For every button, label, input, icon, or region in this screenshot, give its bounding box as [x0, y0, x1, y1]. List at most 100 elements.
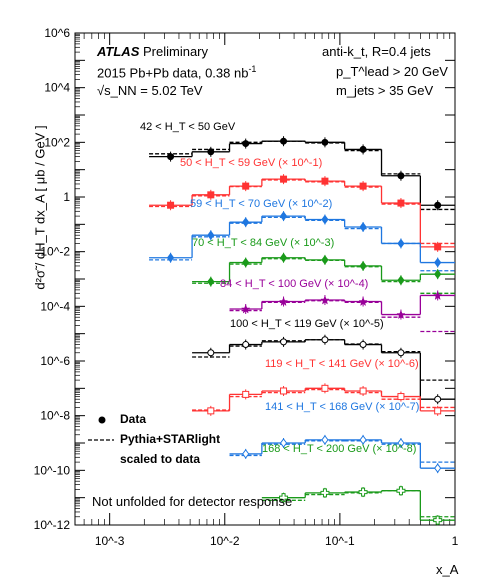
y-tick-label: 10^-12 — [34, 518, 71, 532]
data-point — [167, 201, 175, 209]
series-label: 70 < H_T < 84 GeV (× 10^-3) — [192, 237, 334, 249]
series-label: 42 < H_T < 50 GeV — [140, 121, 236, 133]
x-tick-label: 10^-3 — [95, 534, 125, 548]
jet-label: anti-k_t, R=0.4 jets — [322, 44, 431, 59]
x-axis-label: x_A — [436, 562, 459, 577]
data-point — [359, 145, 367, 153]
data-point — [321, 435, 329, 445]
data-point — [280, 387, 288, 395]
data-point — [207, 230, 215, 241]
data-point — [320, 295, 330, 305]
data-point — [358, 296, 368, 307]
data-point — [242, 182, 250, 190]
series-label: 84 < H_T < 100 GeV (× 10^-4) — [220, 278, 368, 290]
data-point — [433, 515, 443, 525]
data-point — [242, 341, 250, 349]
y-tick-label: 10^6 — [44, 26, 70, 40]
data-point — [321, 138, 329, 146]
data-point — [434, 395, 442, 403]
data-point — [433, 290, 443, 301]
mc-histogram-line — [149, 179, 455, 245]
y-axis-label: d²σ̃ / dH_T dx_A [ μb / GeV ] — [32, 125, 48, 290]
data-point — [434, 463, 442, 474]
dataset-label-block: 2015 Pb+Pb data, 0.38 nb-1 — [97, 64, 256, 80]
data-point — [321, 214, 329, 225]
legend-data-marker — [98, 416, 106, 424]
data-point — [207, 148, 215, 156]
data-point — [359, 435, 367, 445]
data-point — [242, 140, 250, 148]
data-point — [434, 201, 442, 209]
data-point — [434, 257, 442, 268]
data-point — [397, 438, 405, 448]
legend-data-label: Data — [120, 412, 147, 426]
data-point — [242, 449, 250, 459]
data-point — [242, 390, 250, 398]
data-point — [241, 304, 251, 314]
data-point — [207, 191, 215, 199]
atlas-label: ATLAS — [97, 44, 140, 59]
series-label: 59 < H_T < 70 GeV (× 10^-2) — [190, 198, 332, 210]
series-label: 141 < H_T < 168 GeV (× 10^-7) — [265, 401, 419, 413]
data-point — [207, 407, 215, 415]
data-point — [280, 137, 288, 145]
data-point — [321, 384, 329, 392]
lumi-exponent: -1 — [248, 64, 257, 74]
data-point — [279, 252, 288, 263]
data-step-line — [229, 294, 455, 316]
legend-mc-label-2: scaled to data — [120, 452, 201, 466]
x-tick-label: 10^-2 — [210, 534, 240, 548]
cut1-label: p_T^lead > 20 GeV — [336, 64, 448, 79]
data-point — [397, 172, 405, 180]
data-point — [434, 243, 442, 251]
data-point — [396, 486, 406, 496]
data-point — [207, 349, 215, 357]
y-tick-label: 1 — [63, 190, 70, 204]
y-tick-label: 10^-10 — [34, 463, 71, 477]
data-point — [280, 338, 288, 346]
data-point — [359, 341, 367, 349]
data-point — [167, 153, 175, 161]
data-point — [359, 387, 367, 395]
legend-mc-label: Pythia+STARlight — [120, 432, 221, 446]
note-label: Not unfolded for detector response — [92, 494, 293, 509]
data-point — [397, 349, 405, 357]
x-tick-label: 10^-1 — [325, 534, 355, 548]
data-point — [358, 487, 368, 497]
series-label: 168 < H_T < 200 GeV (× 10^-8) — [262, 443, 416, 455]
data-point — [242, 257, 250, 268]
y-tick-label: 10^-2 — [40, 245, 70, 259]
data-point — [207, 276, 215, 287]
y-tick-label: 10^2 — [44, 135, 70, 149]
y-tick-label: 10^-8 — [40, 409, 70, 423]
data-point — [359, 222, 367, 232]
data-point — [278, 296, 289, 307]
series-label: 50 < H_T < 59 GeV (× 10^-1) — [180, 157, 322, 169]
y-tick-label: 10^-6 — [40, 354, 70, 368]
x-tick-label: 1 — [452, 534, 459, 548]
data-point — [242, 217, 250, 228]
series-label: 119 < H_T < 141 GeV (× 10^-6) — [265, 358, 419, 370]
y-tick-label: 10^-4 — [40, 299, 70, 313]
dataset-label: 2015 Pb+Pb data, 0.38 nb — [97, 65, 249, 81]
data-point — [396, 309, 406, 320]
series-label: 100 < H_T < 119 GeV (× 10^-5) — [230, 318, 384, 330]
data-point — [434, 407, 442, 415]
data-point — [320, 488, 330, 498]
data-point — [321, 336, 329, 344]
preliminary-label: Preliminary — [143, 44, 209, 59]
energy-label: √s_NN = 5.02 TeV — [97, 83, 203, 98]
data-point — [434, 269, 442, 280]
data-point — [279, 438, 288, 448]
data-point — [397, 238, 405, 249]
data-point — [397, 275, 405, 286]
data-point — [279, 211, 288, 221]
cut2-label: m_jets > 35 GeV — [336, 83, 434, 98]
data-point — [279, 493, 289, 503]
data-point — [359, 261, 367, 271]
data-point — [321, 255, 329, 265]
data-point — [166, 252, 175, 263]
data-point — [397, 393, 405, 401]
atlas-label-block: ATLAS Preliminary — [97, 44, 208, 59]
